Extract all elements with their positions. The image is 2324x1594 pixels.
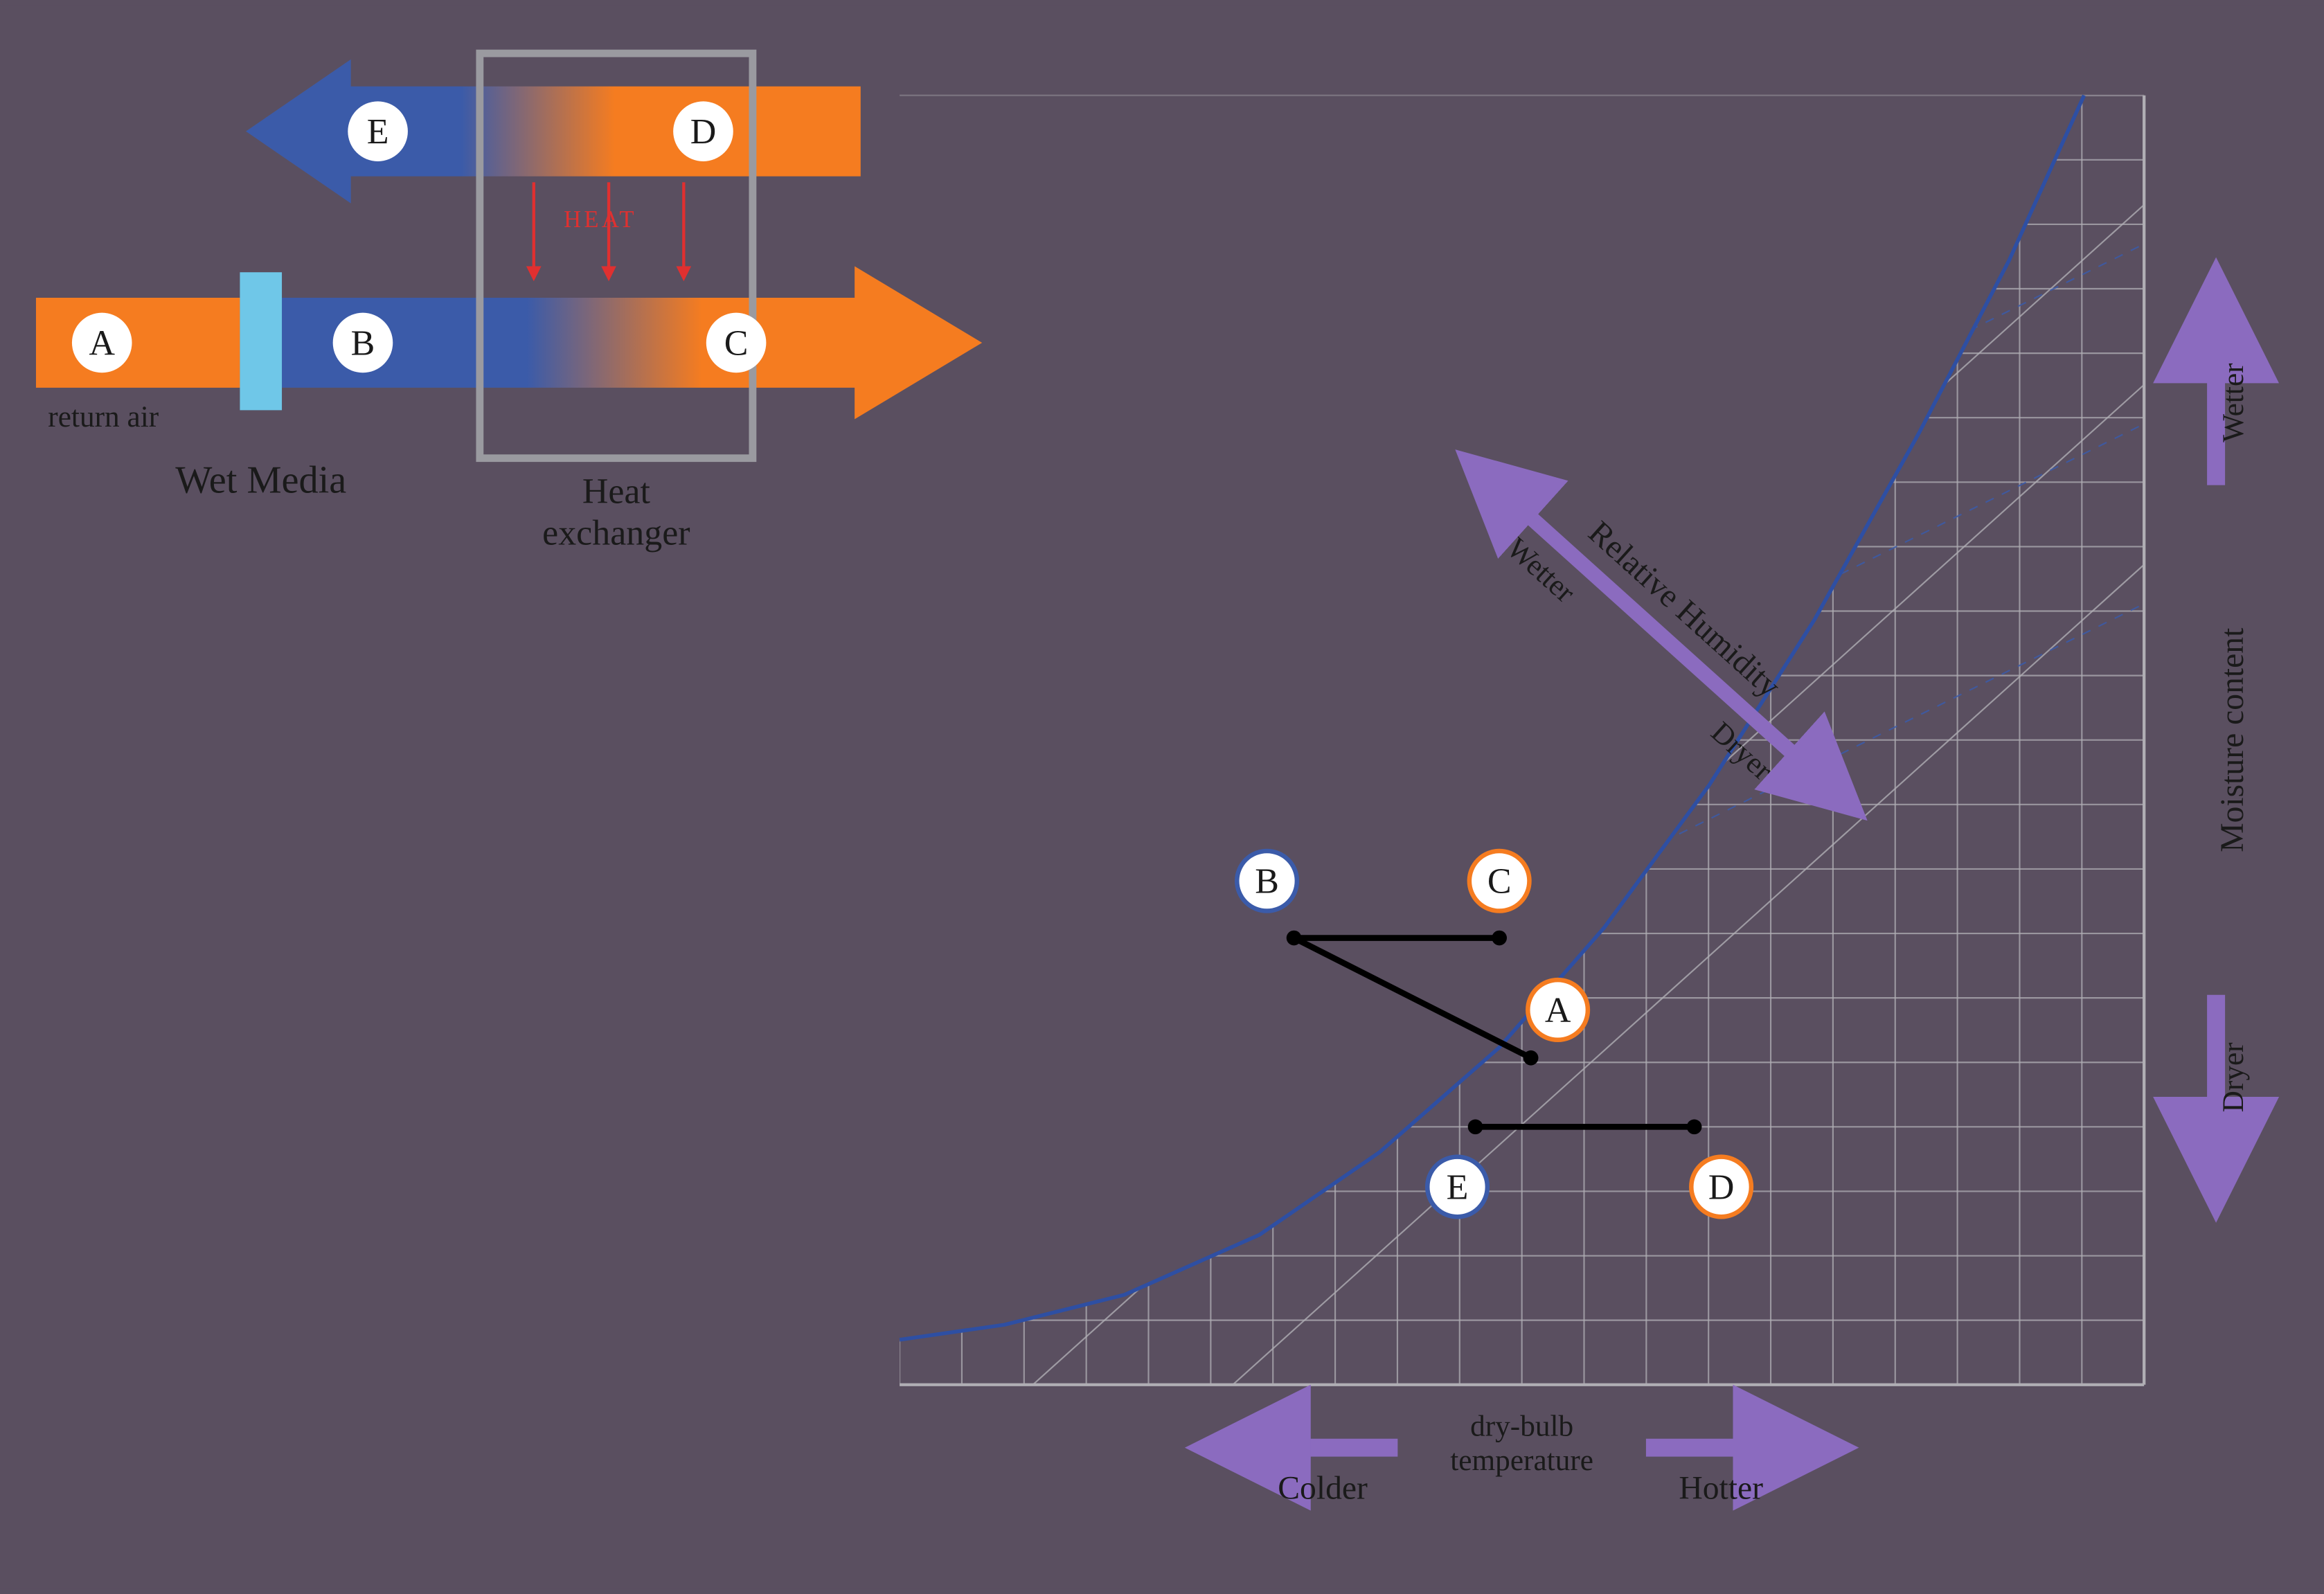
flow-point-B-label: B — [351, 323, 375, 363]
process-point-B — [1287, 931, 1302, 946]
chart-label-E: E — [1447, 1167, 1469, 1207]
wet-media-slab — [240, 272, 282, 410]
y-axis-title: Moisture content — [2215, 628, 2251, 852]
x-axis-title: dry-bulbtemperature — [1450, 1409, 1593, 1477]
flow-point-E-label: E — [367, 112, 389, 152]
wet-media-label: Wet Media — [175, 458, 346, 501]
flow-point-C-label: C — [724, 323, 749, 363]
diagram-root: HEATABCDEreturn airWet MediaHeatexchange… — [0, 0, 2324, 1594]
canvas-bg — [0, 6, 2324, 1588]
y-label-wetter: Wetter — [2217, 363, 2250, 442]
process-point-D — [1687, 1120, 1702, 1135]
chart-label-A: A — [1545, 991, 1571, 1030]
chart-label-C: C — [1487, 862, 1512, 902]
return-air-label: return air — [48, 400, 159, 433]
heat-label: HEAT — [564, 206, 637, 233]
process-point-C — [1492, 931, 1507, 946]
x-label-hotter: Hotter — [1679, 1470, 1763, 1506]
x-label-colder: Colder — [1278, 1470, 1368, 1506]
flow-point-A-label: A — [89, 323, 115, 363]
flow-point-D-label: D — [690, 112, 717, 152]
process-point-A — [1523, 1050, 1539, 1066]
y-label-dryer: Dryer — [2217, 1042, 2250, 1113]
chart-label-B: B — [1255, 862, 1279, 902]
process-point-E — [1468, 1120, 1483, 1135]
chart-label-D: D — [1708, 1167, 1735, 1207]
bottom-flow-segment-A — [36, 298, 240, 388]
